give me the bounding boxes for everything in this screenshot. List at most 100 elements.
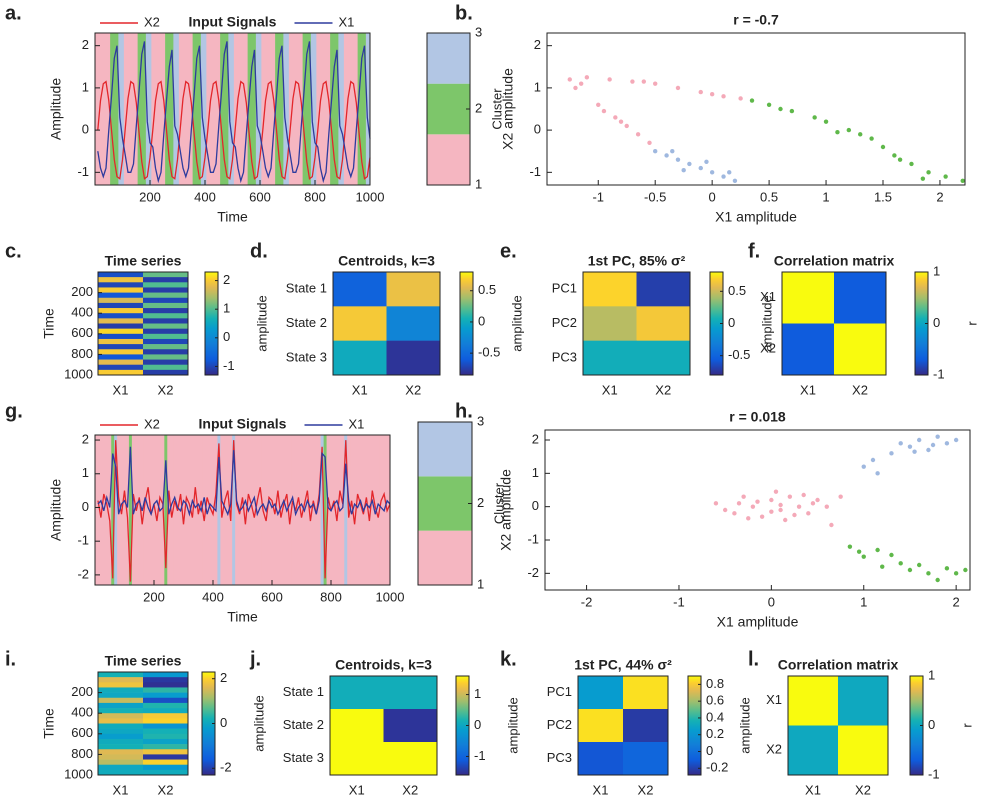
row-label: X1 — [760, 289, 776, 304]
heatmap-cell — [98, 338, 144, 345]
scatter-point — [963, 567, 968, 573]
cluster-band — [211, 33, 216, 185]
heatmap-cell — [143, 318, 189, 324]
y-tick-label: 200 — [71, 284, 93, 299]
heatmap-cell — [782, 272, 835, 324]
cluster-band — [208, 435, 212, 585]
cluster-band — [277, 33, 282, 185]
heatmap-cell — [623, 742, 669, 776]
scatter-point — [960, 178, 965, 183]
heatmap-cell — [143, 708, 189, 714]
cluster-tick-label: 2 — [475, 100, 482, 115]
heatmap-cell — [143, 723, 189, 729]
scatter-point — [935, 577, 940, 583]
heatmap-cell — [143, 344, 189, 350]
cluster-band — [152, 435, 156, 585]
scatter-point — [792, 512, 797, 518]
cluster-band — [297, 33, 301, 185]
cluster-band — [206, 33, 210, 185]
scatter-point — [778, 502, 783, 508]
scatter-point — [567, 77, 572, 82]
heatmap-cell — [838, 676, 889, 726]
scatter-point — [613, 115, 618, 120]
heatmap-cell — [143, 759, 189, 765]
cluster-band — [108, 435, 112, 585]
panel-letter: l. — [748, 648, 759, 670]
scatter-point — [898, 561, 903, 566]
y-tick-label: 400 — [71, 305, 93, 320]
scatter-point — [916, 437, 922, 443]
heatmap-cell — [143, 692, 189, 699]
cluster-band — [164, 435, 168, 585]
legend-label: X2 — [144, 416, 160, 431]
heatmap-cell — [143, 338, 189, 345]
cluster-band — [323, 435, 327, 585]
scatter-point — [624, 123, 629, 129]
y-tick-label: 0 — [82, 122, 89, 137]
colorbar-tick-label: 0.5 — [478, 282, 496, 297]
scatter-point — [846, 127, 852, 133]
cluster-band — [129, 33, 133, 185]
colorbar-label: amplitude — [509, 295, 524, 351]
heatmap-cell — [98, 769, 144, 776]
x-tick-label: 2 — [936, 189, 943, 204]
axes-box — [546, 32, 966, 186]
x-tick-label: -0.5 — [644, 189, 666, 204]
colorbar-tick-label: -0.5 — [728, 347, 750, 362]
heatmap-cell — [98, 272, 144, 278]
panel-letter: g. — [5, 400, 23, 422]
heatmap-cell — [98, 718, 144, 724]
cluster-band — [247, 33, 251, 185]
y-tick-label: 1000 — [64, 766, 93, 781]
y-tick-label: 1 — [82, 79, 89, 94]
cluster-band — [187, 435, 192, 585]
scatter-point — [698, 165, 703, 171]
cluster-band — [297, 435, 301, 585]
cluster-swatch — [427, 83, 470, 135]
y-tick-label: 1 — [534, 79, 541, 94]
cluster-band — [220, 33, 224, 185]
panel-letter: e. — [500, 240, 517, 262]
cluster-band — [344, 435, 348, 585]
cluster-band — [195, 33, 199, 185]
scatter-point — [930, 442, 936, 448]
cluster-band — [182, 435, 186, 585]
panel-letter: a. — [5, 2, 22, 24]
scatter-point — [675, 157, 681, 162]
heatmap-cell — [330, 676, 384, 710]
y-tick-label: -1 — [77, 164, 89, 179]
cluster-band — [123, 435, 127, 585]
scatter-point — [738, 96, 743, 101]
x-tick-label: 2 — [953, 594, 960, 609]
scatter-point — [838, 494, 843, 499]
cluster-band — [313, 33, 317, 185]
heatmap-cell — [98, 738, 144, 745]
scatter-point — [787, 494, 793, 499]
heatmap-cell — [143, 769, 189, 776]
cluster-band — [288, 435, 292, 585]
cluster-band — [321, 33, 326, 185]
cluster-band — [332, 33, 337, 185]
row-label: State 2 — [286, 315, 327, 330]
cluster-band — [143, 33, 147, 185]
cluster-band — [266, 33, 271, 185]
scatter-point — [824, 504, 829, 509]
colorbar-tick-label: 2 — [220, 670, 227, 685]
scatter-point — [778, 106, 783, 112]
cluster-band — [291, 33, 295, 185]
cluster-band — [167, 33, 172, 185]
cluster-band — [110, 33, 114, 185]
cluster-band — [269, 33, 273, 185]
y-axis-label: X2 amplitude — [500, 68, 516, 150]
heatmap-cell — [98, 723, 144, 729]
scatter-point — [750, 504, 756, 509]
panel-letter: c. — [5, 240, 22, 262]
colorbar-label: amplitude — [254, 295, 269, 351]
cluster-band — [146, 435, 150, 585]
scatter-point — [875, 471, 880, 476]
scatter-point — [889, 552, 894, 558]
colorbar — [204, 271, 219, 376]
cluster-band — [343, 33, 348, 185]
y-tick-label: -1 — [527, 531, 539, 546]
